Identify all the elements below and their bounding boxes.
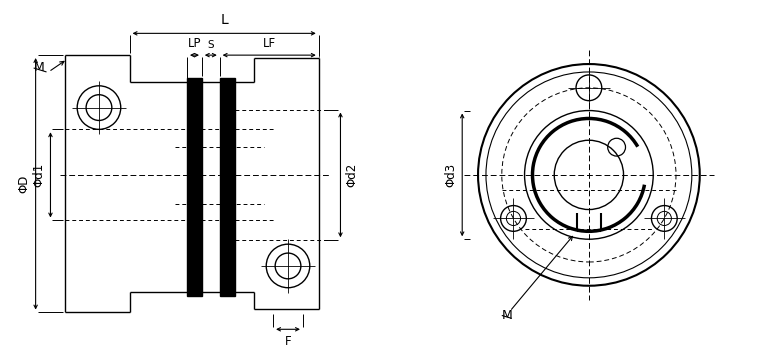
- Text: F: F: [284, 335, 291, 348]
- Text: ΦD: ΦD: [18, 175, 31, 193]
- Text: L: L: [221, 13, 228, 27]
- Polygon shape: [187, 78, 202, 296]
- Text: S: S: [207, 40, 214, 50]
- Text: M: M: [34, 62, 45, 75]
- Text: LP: LP: [187, 37, 201, 50]
- Text: Φd2: Φd2: [345, 163, 359, 187]
- Polygon shape: [220, 78, 234, 296]
- Text: Φd3: Φd3: [444, 163, 457, 187]
- Text: M: M: [502, 309, 513, 322]
- Text: LF: LF: [263, 37, 276, 50]
- Text: Φd1: Φd1: [32, 163, 45, 187]
